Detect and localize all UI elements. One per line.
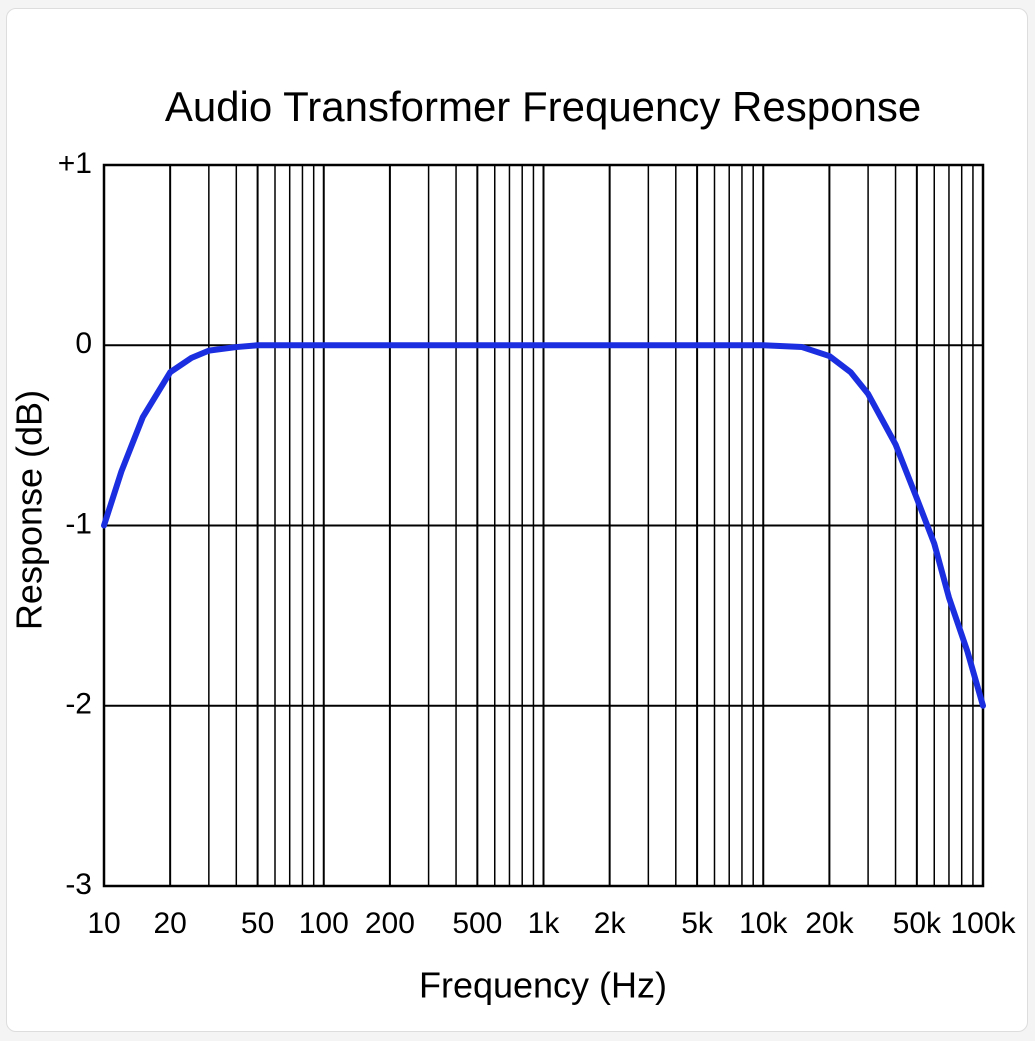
x-tick-label: 5k <box>681 907 714 940</box>
y-tick-label: -2 <box>65 688 92 721</box>
x-tick-label: 50k <box>893 907 942 940</box>
x-tick-label: 10 <box>87 907 120 940</box>
y-tick-label: -1 <box>65 507 92 540</box>
y-tick-label: +1 <box>58 147 92 180</box>
x-tick-label: 1k <box>528 907 561 940</box>
x-tick-label: 100k <box>950 907 1016 940</box>
x-tick-label: 500 <box>452 907 502 940</box>
chart-title: Audio Transformer Frequency Response <box>165 83 921 130</box>
x-tick-label: 200 <box>365 907 415 940</box>
y-tick-label: 0 <box>75 327 92 360</box>
x-tick-label: 10k <box>739 907 788 940</box>
x-tick-label: 20 <box>153 907 186 940</box>
x-tick-label: 2k <box>594 907 627 940</box>
x-tick-label: 20k <box>805 907 854 940</box>
response-line <box>101 342 986 709</box>
x-axis-title: Frequency (Hz) <box>419 965 667 1006</box>
card <box>6 8 1028 1032</box>
y-tick-label: -3 <box>65 868 92 901</box>
y-axis-title: Response (dB) <box>9 390 50 630</box>
x-tick-label: 50 <box>241 907 274 940</box>
x-tick-label: 100 <box>299 907 349 940</box>
